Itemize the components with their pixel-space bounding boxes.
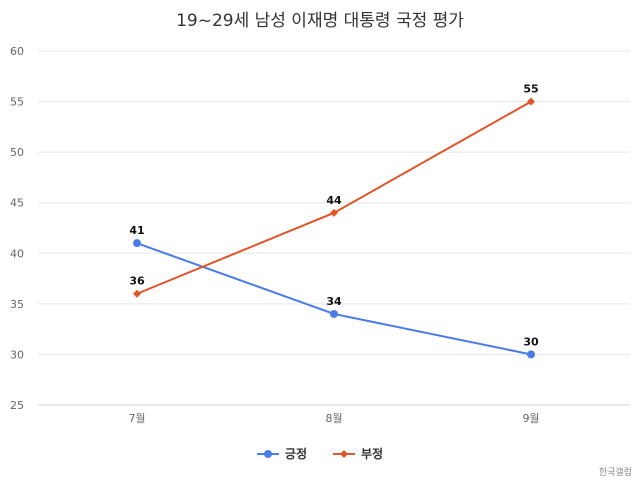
circle-marker-icon (256, 449, 279, 458)
y-tick-label: 30 (10, 348, 24, 361)
data-point[interactable] (527, 97, 535, 106)
legend-item-negative[interactable]: 부정 (333, 445, 383, 462)
data-label: 55 (523, 83, 538, 96)
legend-item-positive[interactable]: 긍정 (256, 445, 307, 462)
source-credit: 한국갤럽 (598, 468, 632, 478)
y-tick-label: 50 (10, 146, 24, 159)
y-tick-label: 60 (10, 45, 24, 58)
data-point[interactable] (527, 350, 535, 359)
legend: 긍정 부정 (0, 445, 640, 462)
data-label: 44 (326, 194, 342, 207)
x-tick-label: 8월 (325, 412, 342, 425)
diamond-marker-icon (333, 449, 355, 458)
x-tick-label: 9월 (522, 412, 539, 425)
y-tick-label: 45 (10, 197, 24, 210)
legend-label-positive: 긍정 (284, 447, 307, 461)
y-tick-label: 55 (10, 96, 24, 109)
data-point[interactable] (133, 239, 141, 248)
y-tick-label: 25 (10, 399, 24, 412)
data-point[interactable] (330, 309, 338, 318)
data-label: 30 (523, 335, 539, 348)
y-tick-label: 40 (10, 247, 24, 260)
data-point[interactable] (330, 208, 338, 217)
data-label: 34 (326, 295, 342, 308)
legend-label-negative: 부정 (361, 447, 384, 461)
chart-title: 19~29세 남성 이재명 대통령 국정 평가 (176, 11, 464, 31)
data-label: 36 (129, 275, 145, 288)
data-point[interactable] (133, 289, 141, 298)
y-tick-label: 35 (10, 298, 24, 311)
x-tick-label: 7월 (128, 412, 145, 425)
data-label: 41 (129, 224, 144, 237)
